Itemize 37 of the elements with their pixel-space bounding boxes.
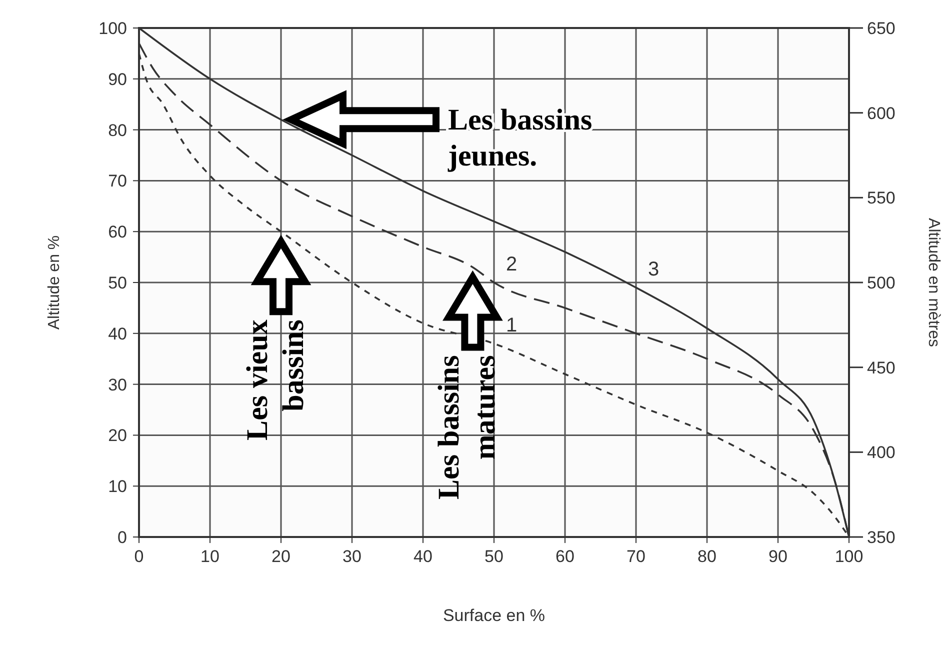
y-axis-title: Altitude en % xyxy=(46,235,63,330)
y-tick-label: 100 xyxy=(98,19,127,38)
y-tick-label: 60 xyxy=(108,222,127,242)
y2-tick-label: 350 xyxy=(867,528,896,547)
series-label: 3 xyxy=(648,258,660,281)
x-tick-label: 50 xyxy=(484,547,504,566)
x-tick-label: 0 xyxy=(134,547,144,566)
y2-tick-label: 450 xyxy=(867,358,896,378)
y2-tick-label: 400 xyxy=(867,443,896,462)
y-tick-label: 70 xyxy=(108,172,127,191)
y2-tick-label: 500 xyxy=(867,274,896,292)
y-tick-label: 0 xyxy=(118,528,127,547)
annotation: Les bassins matures xyxy=(432,355,502,500)
annotation: Les vieux bassins xyxy=(241,320,310,440)
y-tick-label: 50 xyxy=(108,274,127,292)
x-tick-label: 70 xyxy=(626,547,646,566)
y-tick-label: 20 xyxy=(108,426,127,446)
series-label: 1 xyxy=(506,314,518,337)
x-tick-label: 30 xyxy=(342,547,362,566)
y2-tick-label: 650 xyxy=(867,19,896,38)
y2-tick-label: 550 xyxy=(867,188,896,208)
y-tick-label: 90 xyxy=(108,70,127,89)
x-tick-label: 100 xyxy=(834,547,864,566)
x-tick-label: 20 xyxy=(272,547,290,566)
y-tick-label: 80 xyxy=(108,120,127,140)
x-tick-label: 80 xyxy=(698,547,716,566)
x-tick-label: 10 xyxy=(200,547,220,566)
y-tick-label: 30 xyxy=(108,375,127,394)
series-label: 2 xyxy=(506,254,518,276)
x-tick-label: 40 xyxy=(414,547,432,566)
x-axis-title: Surface en % xyxy=(442,606,546,625)
x-tick-label: 90 xyxy=(768,547,788,566)
y-tick-label: 10 xyxy=(108,477,127,496)
y-tick-label: 40 xyxy=(108,324,127,344)
y2-axis-title: Altitude en mètres xyxy=(925,218,942,347)
y2-tick-label: 600 xyxy=(867,104,896,123)
x-tick-label: 60 xyxy=(556,547,574,566)
